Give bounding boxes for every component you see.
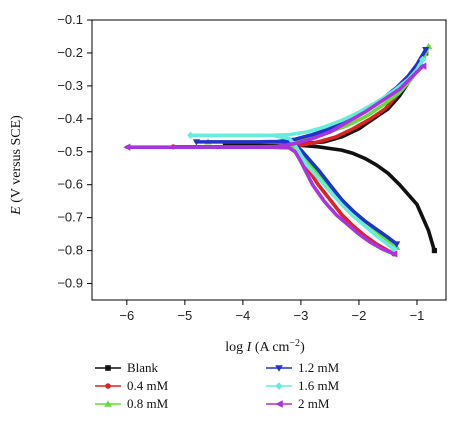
legend-label: 2 mM — [298, 396, 330, 411]
plot-area: −6 −5 −4 −3 −2 −1 −0.1 −0.2 −0.3 −0.4 −0.5 −0.6 −0.7… — [57, 12, 447, 323]
legend: Blank 0.4 mM 0.8 mM 1.2 mM 1.6 mM 2 mM — [95, 360, 340, 411]
legend-item: 0.8 mM — [95, 396, 169, 411]
data-point — [123, 143, 131, 151]
x-tick-label: −6 — [119, 308, 134, 323]
legend-item: 0.4 mM — [95, 378, 169, 393]
data-point — [192, 139, 201, 146]
y-tick-label: −0.7 — [57, 210, 83, 225]
legend-item: 1.6 mM — [266, 378, 340, 393]
data-point — [187, 131, 195, 139]
series-line — [125, 64, 425, 256]
y-tick-label: −0.9 — [57, 276, 83, 291]
y-tick-label: −0.3 — [57, 78, 83, 93]
x-tick-label: −2 — [352, 308, 367, 323]
x-tick-label: −3 — [294, 308, 309, 323]
y-tick-label: −0.4 — [57, 111, 83, 126]
y-tick-label: −0.2 — [57, 45, 83, 60]
x-tick-label: −4 — [235, 308, 250, 323]
data-point — [105, 365, 111, 371]
legend-item: 1.2 mM — [266, 360, 340, 375]
data-point — [390, 245, 398, 253]
data-point — [431, 247, 437, 254]
data-point — [104, 400, 112, 407]
y-tick-label: −0.8 — [57, 243, 83, 258]
y-tick-label: −0.6 — [57, 177, 83, 192]
legend-label: 0.8 mM — [127, 396, 169, 411]
legend-label: 1.6 mM — [298, 378, 340, 393]
series-5 — [123, 62, 427, 258]
data-point — [275, 382, 283, 390]
data-point — [275, 365, 283, 372]
x-tick-label: −1 — [410, 308, 425, 323]
legend-label: 0.4 mM — [127, 378, 169, 393]
data-point — [275, 400, 283, 408]
legend-item: Blank — [95, 360, 159, 375]
data-point — [105, 383, 111, 389]
data-point — [419, 62, 427, 70]
series-line — [188, 57, 425, 251]
data-point — [419, 55, 427, 64]
y-tick-label: −0.5 — [57, 144, 83, 159]
y-axis-label: E (V versus SCE) — [9, 115, 24, 216]
x-tick-label: −5 — [177, 308, 192, 323]
data-point — [422, 47, 430, 54]
plot-frame — [91, 19, 447, 301]
data-point — [393, 241, 401, 248]
series-4 — [187, 55, 427, 253]
data-point — [390, 250, 398, 258]
y-tick-label: −0.1 — [57, 12, 83, 27]
legend-label: Blank — [127, 360, 159, 375]
legend-item: 2 mM — [266, 396, 330, 411]
legend-label: 1.2 mM — [298, 360, 340, 375]
x-axis-label: log I (A cm−2) — [225, 338, 305, 355]
